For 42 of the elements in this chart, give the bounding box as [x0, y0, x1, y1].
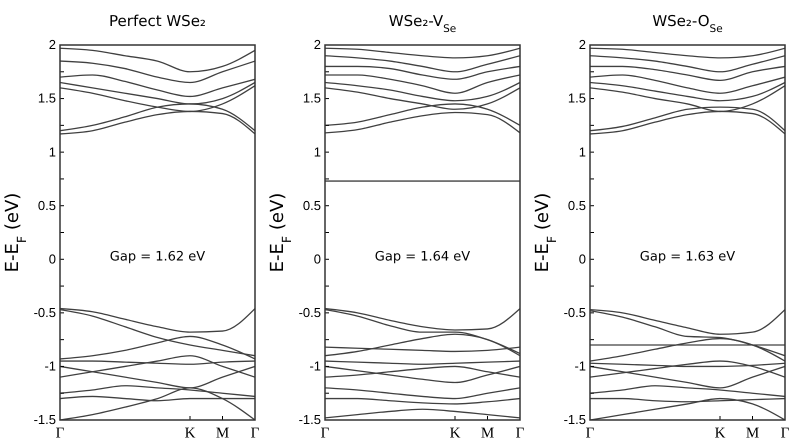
annotation: Gap = 1.63 eV: [640, 250, 736, 264]
annotation: Gap = 1.62 eV: [110, 250, 206, 264]
x-tick-label: M: [216, 425, 230, 442]
x-tick-label: M: [746, 425, 760, 442]
x-tick-label: Γ: [250, 425, 260, 442]
x-tick-label: K: [184, 425, 196, 442]
y-tick-label: -1: [574, 358, 586, 374]
y-tick-label: 1: [314, 144, 321, 160]
y-tick-label: -1.5: [564, 412, 586, 428]
y-tick-label: 1: [578, 144, 586, 160]
y-tick-label: 1: [48, 144, 56, 160]
x-tick-label: Γ: [586, 425, 595, 442]
y-tick-label: -0.5: [564, 305, 586, 320]
x-tick-label: K: [714, 425, 726, 442]
y-tick-label: 2: [578, 37, 586, 52]
x-tick-label: K: [450, 425, 461, 442]
x-tick-label: Γ: [516, 425, 525, 442]
y-tick-label: 1.5: [302, 90, 321, 106]
y-tick-label: 1.5: [568, 90, 586, 106]
x-tick-label: Γ: [320, 425, 330, 442]
chart-title: Perfect WSe₂: [109, 12, 206, 30]
chart-title: WSe₂-V$_{Se}$: [388, 12, 456, 35]
y-tick-label: 0: [48, 251, 56, 266]
chart-title: WSe₂-O$_{Se}$: [652, 12, 723, 35]
y-tick-label: 2: [314, 37, 321, 52]
x-tick-label: Γ: [56, 425, 65, 442]
y-tick-label: 0: [578, 251, 586, 266]
y-tick-label: -1: [44, 358, 56, 374]
y-tick-label: -1.5: [298, 412, 321, 428]
y-tick-label: 1.5: [38, 90, 56, 106]
y-tick-label: 0.5: [568, 198, 586, 213]
y-tick-label: 2: [48, 37, 56, 52]
y-tick-label: -0.5: [298, 305, 321, 320]
y-tick-label: -1: [309, 358, 321, 374]
x-tick-label: Γ: [780, 425, 790, 442]
x-tick-label: M: [480, 425, 494, 442]
y-tick-label: -0.5: [34, 305, 56, 320]
y-tick-label: -1.5: [34, 412, 56, 428]
y-tick-label: 0.5: [302, 198, 321, 213]
annotation: Gap = 1.64 eV: [374, 250, 470, 264]
y-tick-label: 0.5: [38, 198, 56, 213]
y-tick-label: 0: [314, 251, 321, 266]
